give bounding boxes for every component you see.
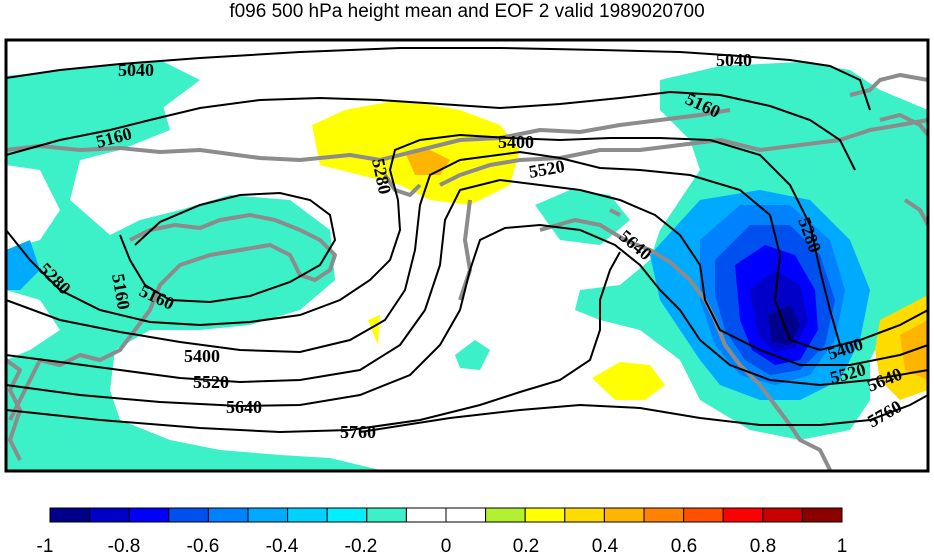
- colorbar-swatch: [207, 507, 249, 523]
- colorbar-tick: -0.4: [265, 536, 299, 557]
- colorbar-swatch: [683, 507, 724, 523]
- shade-region-mid: [535, 190, 630, 245]
- colorbar-tick: -0.2: [344, 536, 378, 557]
- colorbar-swatch: [762, 507, 803, 523]
- contour-label: 5760: [340, 422, 376, 442]
- colorbar-swatch: [405, 507, 447, 523]
- contour-label: 5760: [864, 396, 905, 431]
- colorbar-swatch: [445, 507, 487, 523]
- colorbar-tick: 0: [440, 536, 452, 557]
- colorbar-swatch: [247, 507, 289, 523]
- colorbar-tick: 0.2: [512, 536, 540, 557]
- colorbar: [49, 507, 843, 523]
- contour-5520: [5, 178, 929, 384]
- shade-region-west: [6, 70, 380, 470]
- contour-label: 5400: [498, 132, 534, 152]
- contour-5760: [5, 251, 621, 434]
- shade-yellow-south: [592, 362, 665, 400]
- contour-label: 5040: [716, 50, 752, 70]
- contour-5040: [5, 47, 871, 111]
- shade-orange-north: [405, 150, 450, 175]
- colorbar-swatch: [326, 507, 368, 523]
- colorbar-tick: 0.4: [591, 536, 619, 557]
- colorbar-swatch: [564, 507, 605, 523]
- shade-region-mid2: [455, 340, 490, 370]
- colorbar-tick: -1: [36, 536, 54, 557]
- colorbar-swatch: [49, 507, 91, 523]
- map-title: f096 500 hPa height mean and EOF 2 valid…: [229, 1, 705, 22]
- colorbar-tick: -0.8: [107, 536, 141, 557]
- colorbar-swatch: [287, 507, 328, 523]
- colorbar-tick: 0.6: [670, 536, 698, 557]
- contour-5640: [5, 223, 929, 408]
- contour-label: 5640: [615, 226, 655, 264]
- colorbar-swatch: [485, 507, 526, 523]
- colorbar-swatch: [89, 507, 130, 523]
- colorbar-swatch: [128, 507, 170, 523]
- contour-5760b: [359, 394, 929, 433]
- colorbar-swatch: [366, 507, 407, 523]
- map-frame: [4, 38, 930, 473]
- colorbar-tick: 1: [836, 536, 848, 557]
- contour-5400: [5, 150, 929, 354]
- colorbar-swatch: [603, 507, 645, 523]
- shade-yellow-spike: [368, 315, 380, 345]
- colorbar-swatch: [801, 507, 843, 523]
- height-contours: [5, 47, 929, 434]
- contour-label: 5400: [184, 346, 220, 366]
- colorbar-swatch: [643, 507, 685, 523]
- contour-label: 5040: [118, 60, 154, 80]
- contour-5160b: [119, 191, 337, 304]
- contour-label: 5520: [193, 372, 229, 392]
- colorbar-tick: 0.8: [749, 536, 777, 557]
- shade-region-upper: [6, 60, 200, 110]
- colorbar-tick: -0.6: [186, 536, 220, 557]
- coastlines: [4, 73, 930, 471]
- shade-region-ne: [820, 150, 928, 210]
- shade-region-sw: [6, 240, 40, 290]
- contour-label: 5640: [226, 397, 262, 417]
- colorbar-swatch: [524, 507, 566, 523]
- colorbar-swatch: [722, 507, 764, 523]
- colorbar-swatch: [168, 507, 209, 523]
- contour-5160: [5, 90, 856, 171]
- contour-5280: [5, 133, 841, 346]
